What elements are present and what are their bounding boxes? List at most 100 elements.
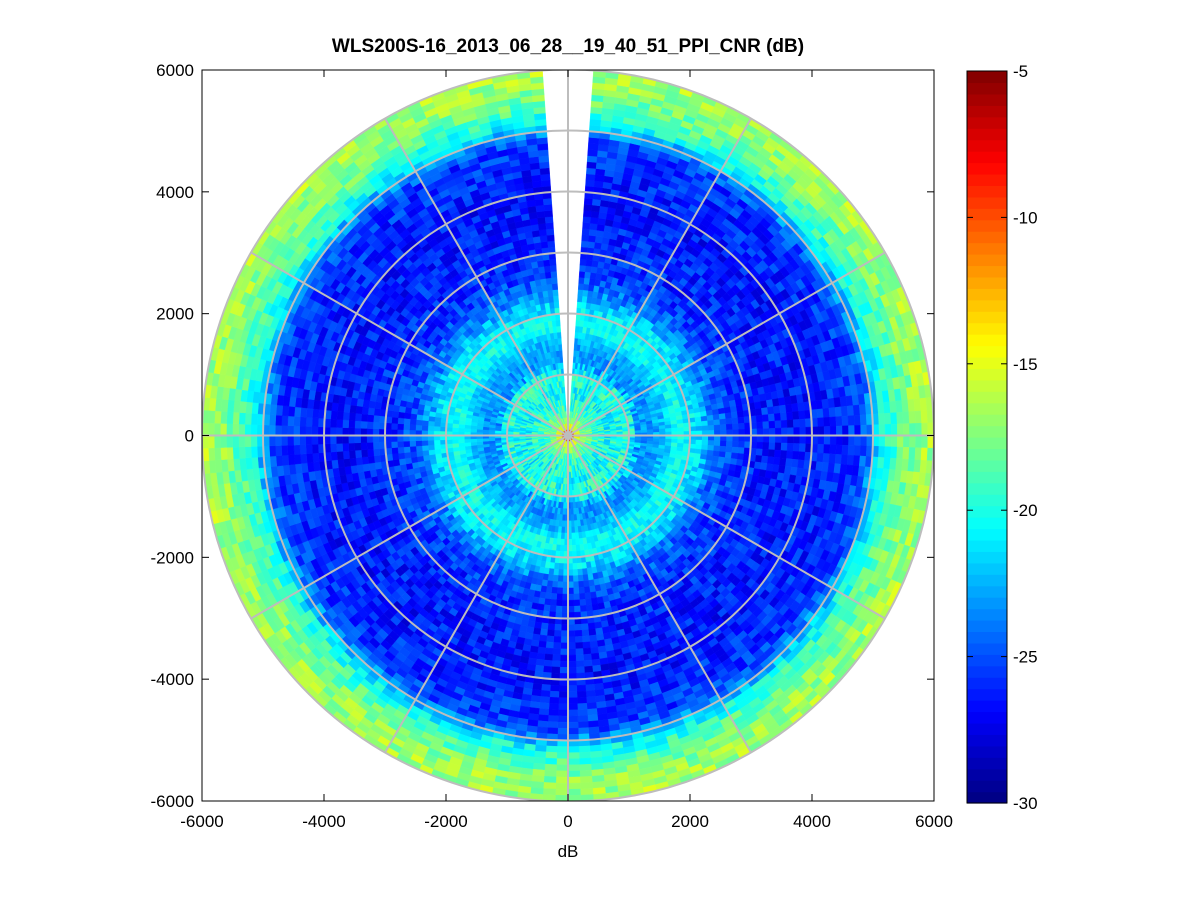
- cnr-cell: [415, 419, 423, 426]
- cnr-cell: [416, 455, 425, 463]
- cnr-cell: [557, 337, 562, 345]
- cnr-cell: [701, 425, 709, 432]
- cnr-cell: [713, 440, 721, 447]
- cnr-cell: [640, 429, 648, 434]
- cnr-cell: [706, 414, 714, 422]
- cnr-cell: [544, 271, 552, 279]
- cnr-cell: [664, 424, 672, 429]
- cnr-cell: [397, 446, 405, 454]
- cnr-cell: [548, 295, 555, 303]
- cnr-cell: [575, 538, 580, 546]
- cnr-cell: [403, 418, 411, 425]
- cnr-cell: [397, 411, 406, 419]
- cnr-cell: [583, 586, 591, 594]
- cnr-cell: [577, 289, 584, 297]
- cnr-cell: [539, 272, 547, 280]
- cnr-cell: [577, 574, 584, 582]
- cnr-cell: [701, 444, 709, 451]
- cnr-cell: [677, 427, 685, 432]
- cnr-cell: [713, 419, 721, 426]
- cnr-cell: [538, 266, 546, 274]
- cnr-cell: [409, 424, 417, 431]
- cnr-cell: [730, 411, 739, 419]
- cnr-cell: [397, 417, 405, 425]
- cnr-cell: [416, 450, 424, 457]
- cnr-cell: [578, 593, 586, 601]
- cnr-cell: [584, 592, 592, 600]
- cnr-cell: [551, 283, 559, 291]
- cnr-cell: [403, 423, 411, 431]
- cnr-cell: [570, 508, 574, 515]
- chart-title: WLS200S-16_2013_06_28__19_40_51_PPI_CNR …: [332, 36, 804, 57]
- cnr-cell: [671, 438, 678, 444]
- cnr-cell: [557, 575, 564, 583]
- cnr-cell: [557, 569, 564, 576]
- cnr-cell: [588, 585, 596, 593]
- cnr-cell: [731, 417, 739, 425]
- cnr-cell: [718, 451, 726, 458]
- cnr-cell: [397, 441, 404, 448]
- cnr-cell: [571, 532, 576, 540]
- cnr-cell: [410, 456, 419, 464]
- cnr-cell: [571, 538, 576, 546]
- cnr-cell: [590, 597, 598, 605]
- cnr-cell: [695, 421, 703, 427]
- cnr-cell: [434, 448, 442, 455]
- cnr-cell: [458, 427, 465, 433]
- cnr-cell: [695, 425, 703, 432]
- cnr-cell: [403, 412, 412, 420]
- cnr-cell: [409, 440, 417, 447]
- cnr-cell: [585, 259, 593, 267]
- cnr-cell: [559, 356, 564, 363]
- cnr-cell: [427, 444, 435, 451]
- cnr-cell: [421, 425, 429, 431]
- cnr-cell: [545, 277, 553, 285]
- cnr-cell: [470, 441, 478, 446]
- cnr-cell: [458, 442, 466, 448]
- cnr-cell: [464, 438, 471, 443]
- cnr-cell: [579, 264, 587, 272]
- cnr-cell: [701, 439, 709, 446]
- cnr-cell: [433, 439, 441, 446]
- cnr-cell: [578, 277, 585, 285]
- cnr-cell: [544, 265, 551, 273]
- cnr-cell: [711, 408, 720, 416]
- cnr-cell: [433, 421, 441, 427]
- cnr-cell: [718, 413, 726, 420]
- cnr-cell: [422, 449, 430, 457]
- cnr-cell: [725, 423, 733, 431]
- cnr-cell: [576, 562, 583, 570]
- cnr-cell: [738, 422, 746, 430]
- cnr-cell: [573, 593, 580, 601]
- cnr-cell: [700, 415, 708, 422]
- cnr-cell: [578, 586, 585, 594]
- cnr-cell: [547, 289, 554, 297]
- cnr-cell: [403, 446, 411, 453]
- cnr-cell: [695, 444, 703, 450]
- cnr-cell: [579, 258, 587, 266]
- cnr-cell: [470, 438, 477, 443]
- cnr-cell: [551, 277, 558, 285]
- cnr-cell: [427, 425, 435, 432]
- cnr-cell: [409, 418, 417, 426]
- cnr-cell: [735, 404, 744, 412]
- cnr-cell: [658, 425, 666, 430]
- cnr-cell: [551, 586, 558, 594]
- cnr-cell: [572, 581, 579, 589]
- cnr-cell: [544, 592, 552, 600]
- cnr-cell: [553, 562, 560, 570]
- cnr-cell: [723, 406, 732, 414]
- cnr-cell: [730, 452, 739, 460]
- cnr-cell: [573, 587, 580, 595]
- cnr-cell: [573, 599, 581, 607]
- cnr-cell: [553, 295, 559, 303]
- cnr-cell: [724, 412, 733, 420]
- cnr-cell: [572, 575, 579, 583]
- cnr-cell: [570, 514, 575, 522]
- cnr-cell: [707, 445, 715, 452]
- cnr-cell: [552, 574, 559, 582]
- cnr-cell: [398, 458, 407, 466]
- cnr-cell: [577, 295, 583, 303]
- cnr-cell: [671, 427, 678, 433]
- cnr-cell: [576, 301, 583, 309]
